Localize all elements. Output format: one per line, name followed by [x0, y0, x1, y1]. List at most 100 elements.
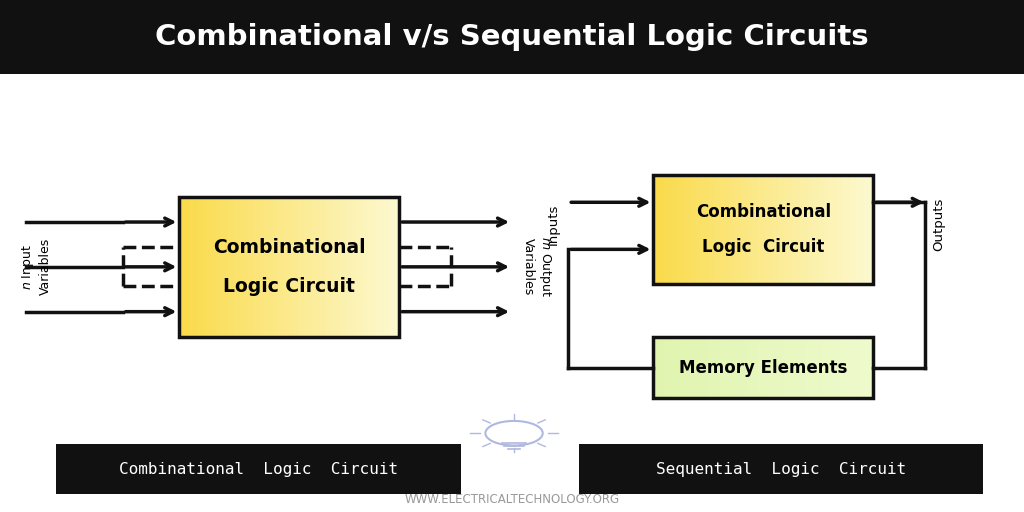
Bar: [667, 337, 668, 398]
Bar: [745, 337, 746, 398]
Bar: [807, 175, 809, 284]
Bar: [386, 197, 388, 337]
Bar: [853, 337, 855, 398]
Bar: [660, 337, 663, 398]
Bar: [321, 197, 323, 337]
Bar: [325, 197, 326, 337]
Bar: [736, 175, 737, 284]
Bar: [862, 175, 864, 284]
Bar: [374, 197, 376, 337]
Bar: [228, 197, 230, 337]
Bar: [839, 337, 841, 398]
Bar: [721, 337, 723, 398]
Bar: [304, 197, 306, 337]
Bar: [660, 175, 663, 284]
Bar: [295, 197, 297, 337]
Bar: [219, 197, 221, 337]
Bar: [825, 175, 827, 284]
Text: Combinational v/s Sequential Logic Circuits: Combinational v/s Sequential Logic Circu…: [156, 23, 868, 51]
Bar: [712, 337, 714, 398]
Bar: [377, 197, 379, 337]
Bar: [200, 197, 201, 337]
Bar: [774, 175, 776, 284]
Bar: [701, 337, 702, 398]
Bar: [579, 444, 983, 495]
Bar: [341, 197, 342, 337]
Bar: [781, 337, 783, 398]
Bar: [852, 337, 853, 398]
Bar: [702, 175, 705, 284]
Bar: [188, 197, 190, 337]
Bar: [230, 197, 232, 337]
Bar: [330, 197, 332, 337]
Bar: [839, 175, 841, 284]
Bar: [776, 175, 778, 284]
Bar: [276, 197, 279, 337]
Bar: [709, 337, 711, 398]
Bar: [249, 197, 251, 337]
Bar: [210, 197, 212, 337]
Bar: [686, 337, 688, 398]
Bar: [383, 197, 385, 337]
Bar: [346, 197, 348, 337]
Bar: [260, 197, 262, 337]
Bar: [799, 337, 800, 398]
Bar: [741, 175, 743, 284]
Bar: [221, 197, 223, 337]
Bar: [791, 175, 793, 284]
Bar: [787, 175, 790, 284]
Bar: [806, 337, 807, 398]
Bar: [653, 337, 873, 398]
Bar: [309, 197, 311, 337]
Text: Combinational: Combinational: [696, 203, 830, 221]
Bar: [809, 337, 811, 398]
Bar: [684, 175, 686, 284]
Bar: [676, 175, 677, 284]
Bar: [690, 337, 692, 398]
Text: Combinational  Logic  Circuit: Combinational Logic Circuit: [119, 462, 398, 477]
Bar: [859, 337, 860, 398]
Bar: [214, 197, 216, 337]
Bar: [711, 175, 712, 284]
Bar: [765, 337, 767, 398]
Bar: [767, 175, 769, 284]
Bar: [827, 175, 829, 284]
Bar: [862, 337, 864, 398]
Bar: [718, 337, 719, 398]
Bar: [864, 175, 866, 284]
Bar: [727, 175, 728, 284]
Bar: [769, 175, 771, 284]
Bar: [714, 337, 716, 398]
Bar: [658, 337, 660, 398]
Bar: [297, 197, 298, 337]
Bar: [318, 197, 321, 337]
Text: $n$ Input
Variables: $n$ Input Variables: [20, 238, 51, 295]
Bar: [357, 197, 359, 337]
Bar: [793, 175, 795, 284]
Bar: [860, 175, 862, 284]
Bar: [743, 337, 745, 398]
Bar: [843, 337, 844, 398]
Bar: [807, 337, 809, 398]
Bar: [663, 337, 665, 398]
Bar: [315, 197, 316, 337]
Bar: [339, 197, 341, 337]
Bar: [780, 337, 781, 398]
Bar: [800, 175, 802, 284]
Bar: [688, 337, 690, 398]
Bar: [732, 337, 734, 398]
Bar: [390, 197, 392, 337]
Bar: [755, 337, 756, 398]
Bar: [244, 197, 246, 337]
Bar: [725, 337, 727, 398]
Bar: [844, 175, 846, 284]
Bar: [286, 197, 288, 337]
Bar: [179, 197, 181, 337]
Bar: [284, 197, 286, 337]
Bar: [837, 337, 839, 398]
Bar: [753, 337, 755, 398]
Bar: [764, 337, 765, 398]
Bar: [806, 175, 807, 284]
Bar: [216, 197, 218, 337]
Bar: [298, 197, 300, 337]
